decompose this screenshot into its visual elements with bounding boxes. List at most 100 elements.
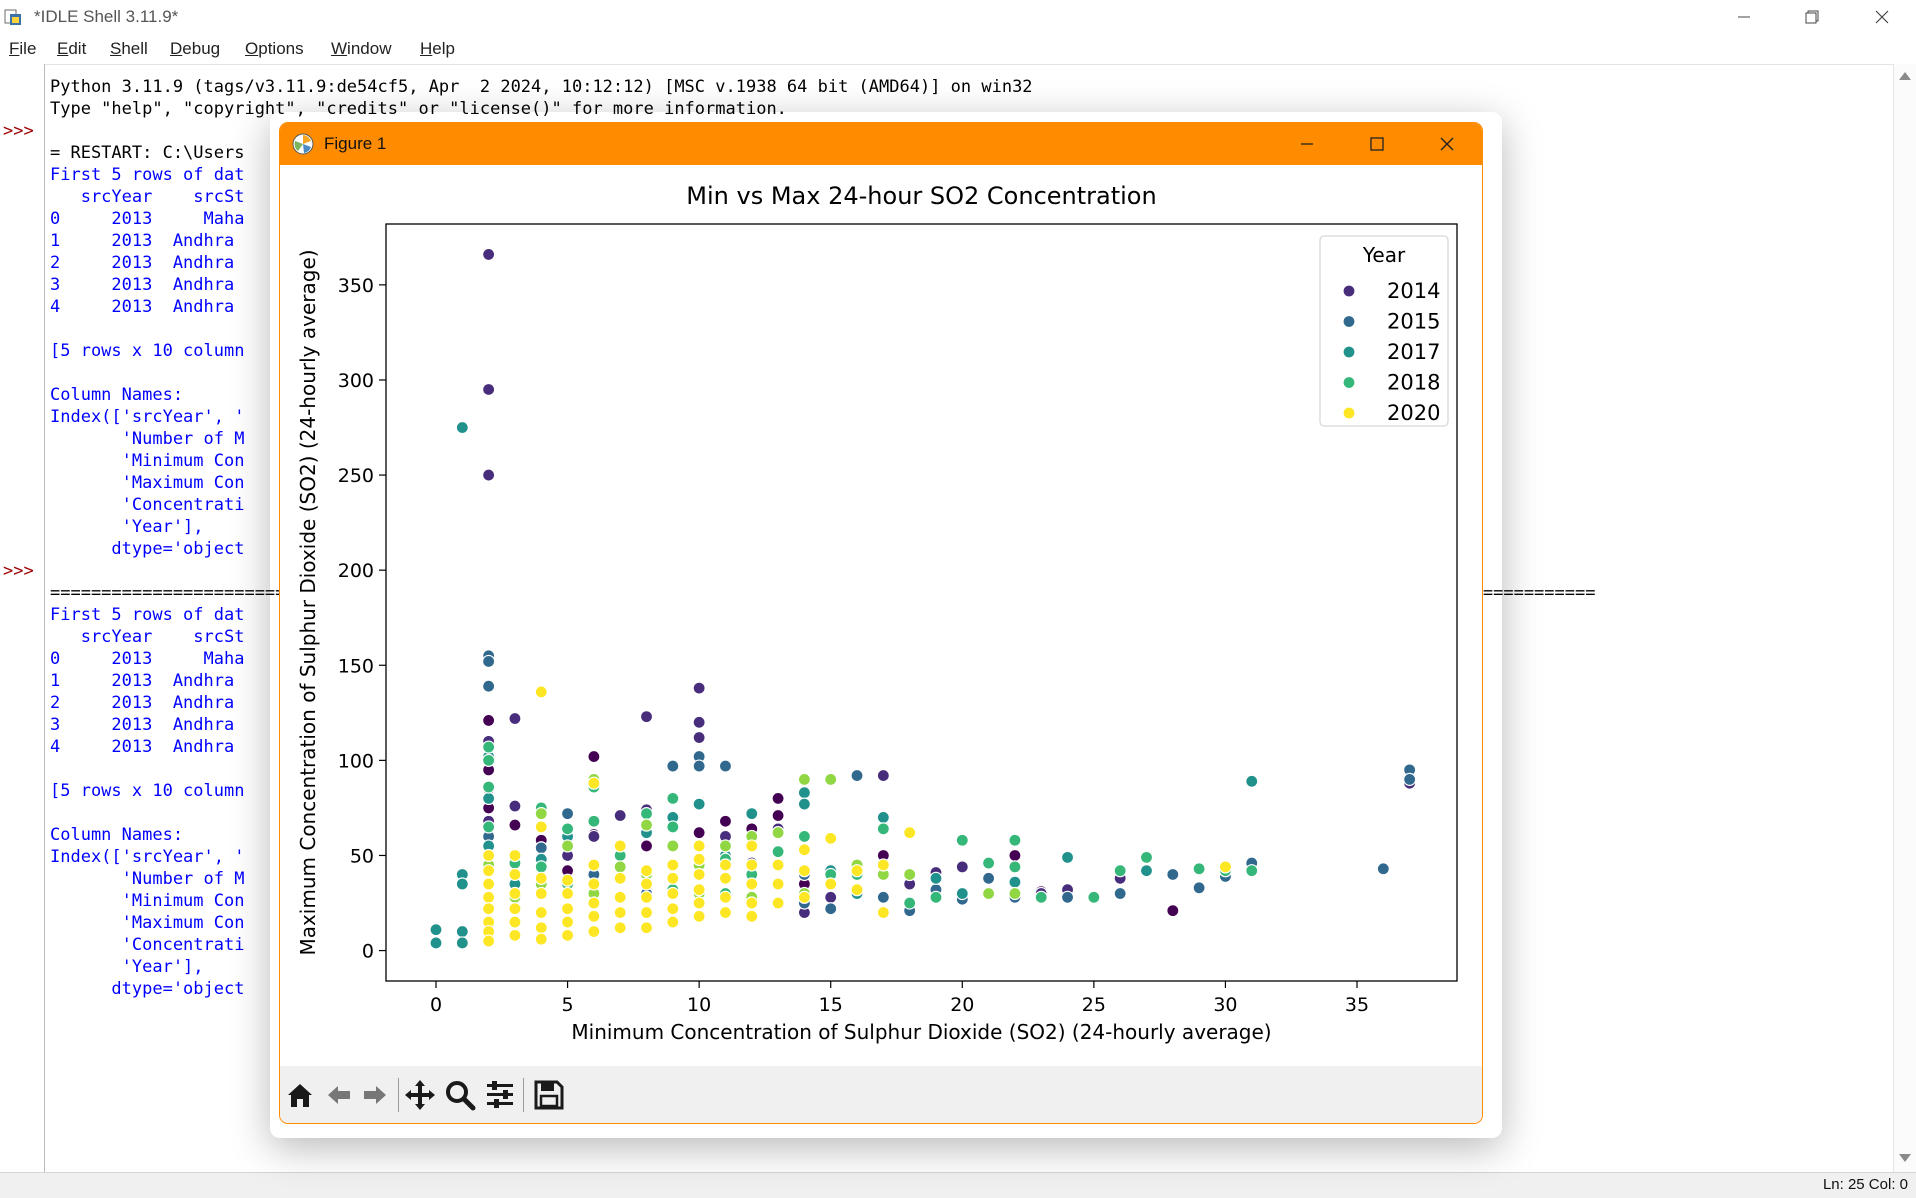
menu-edit[interactable]: Edit [57,39,87,58]
scroll-down-icon[interactable] [1899,1154,1911,1162]
close-icon [1875,10,1889,24]
y-tick-label: 200 [338,560,374,582]
data-point-2020 [587,896,601,910]
shell-line: 2 2013 Andhra [50,693,245,713]
figure-maximize-button[interactable] [1342,123,1412,165]
data-point-2018 [1034,890,1048,904]
data-point-2018 [771,845,785,859]
data-point-2020 [850,864,864,878]
data-point-2019 [666,839,680,853]
scroll-up-icon[interactable] [1899,72,1911,80]
data-point-2015 [876,890,890,904]
data-point-2015 [718,759,733,773]
data-point-2020 [534,932,548,946]
idle-titlebar: *IDLE Shell 3.11.9* [0,0,1916,34]
legend-marker-2018 [1342,375,1356,390]
vertical-scrollbar[interactable] [1893,64,1916,1172]
data-point-2020 [718,871,733,885]
shell-line: Python 3.11.9 (tags/v3.11.9:de54cf5, Apr… [50,77,1033,97]
pan-button[interactable] [403,1078,437,1112]
data-point-2020 [692,896,706,910]
back-button[interactable] [322,1078,356,1112]
configure-subplots-icon [487,1081,513,1108]
menu-window[interactable]: Window [331,39,392,58]
data-point-2020 [771,858,785,872]
home-button[interactable] [283,1078,317,1112]
data-point-2018 [1087,890,1101,904]
y-tick-label: 100 [338,750,374,772]
data-point-2013 [771,791,785,806]
matplotlib-icon [292,133,314,155]
data-point-2015 [1376,862,1390,876]
data-point-2020 [482,848,496,863]
data-point-2020 [771,877,785,891]
data-point-2014 [824,890,838,904]
data-point-2019 [824,772,838,786]
x-tick-label: 30 [1213,994,1237,1016]
data-point-2018 [982,856,996,870]
data-point-2020 [666,858,680,872]
data-point-2020 [587,877,601,891]
data-point-2020 [613,871,627,885]
menu-debug[interactable]: Debug [170,39,221,58]
data-point-2017 [955,886,969,901]
data-point-2018 [955,833,969,847]
minimize-button[interactable] [1710,0,1778,34]
shell-line: 'Concentrati [50,935,245,955]
x-tick-label: 15 [819,994,843,1016]
data-point-2017 [482,791,496,806]
shell-line: 'Number of M [50,429,245,449]
data-point-2018 [1008,833,1022,847]
data-point-2020 [718,905,733,920]
data-point-2020 [745,839,759,853]
data-point-2020 [745,896,759,910]
data-point-2020 [666,915,680,929]
shell-line: dtype='object [50,539,245,559]
data-point-2015 [482,654,496,669]
figure-minimize-button[interactable] [1272,123,1342,165]
menu-help[interactable]: Help [420,39,455,58]
data-point-2017 [745,807,759,821]
data-point-2020 [508,915,522,929]
plot-frame [385,223,1458,982]
zoom-button[interactable] [443,1078,477,1112]
forward-button[interactable] [358,1078,392,1112]
legend-marker-2014 [1342,284,1356,298]
restore-icon [1805,10,1819,24]
data-point-2018 [482,753,496,767]
menu-shell[interactable]: Shell [110,39,148,58]
legend-label: 2014 [1387,279,1440,303]
data-point-2020 [824,877,838,891]
toolbar-separator [523,1078,524,1112]
restore-button[interactable] [1778,0,1846,34]
data-point-2020 [797,890,812,904]
data-point-2020 [560,902,575,916]
configure-subplots-button[interactable] [483,1078,517,1112]
y-tick-label: 150 [338,655,374,677]
menu-options[interactable]: Options [245,39,304,58]
status-bar: Ln: 25 Col: 0 [0,1172,1916,1198]
data-point-2020 [508,867,522,882]
save-icon [534,1080,564,1110]
shell-line: 3 2013 Andhra [50,275,245,295]
shell-line: 'Minimum Con [50,451,245,471]
data-point-2018 [666,820,680,834]
data-point-2014 [692,730,706,745]
figure-close-button[interactable] [1412,123,1482,165]
figure-titlebar[interactable]: Figure 1 [280,123,1482,165]
scatter-plot[interactable]: Min vs Max 24-hour SO2 Concentration Mini… [280,165,1482,1066]
close-button[interactable] [1848,0,1916,34]
x-tick-label: 25 [1082,994,1106,1016]
data-point-2017 [1060,850,1075,864]
data-point-2019 [534,807,548,821]
x-axis-label: Minimum Concentration of Sulphur Dioxide… [571,1020,1271,1044]
menu-file[interactable]: File [9,39,37,58]
data-point-2020 [613,890,627,904]
data-point-2013 [771,808,785,823]
data-point-2014 [482,247,496,262]
shell-line: Column Names: [50,825,184,845]
data-point-2019 [797,772,812,786]
back-icon [328,1086,350,1104]
shell-line: Type "help", "copyright", "credits" or "… [50,99,787,119]
save-button[interactable] [532,1078,566,1112]
